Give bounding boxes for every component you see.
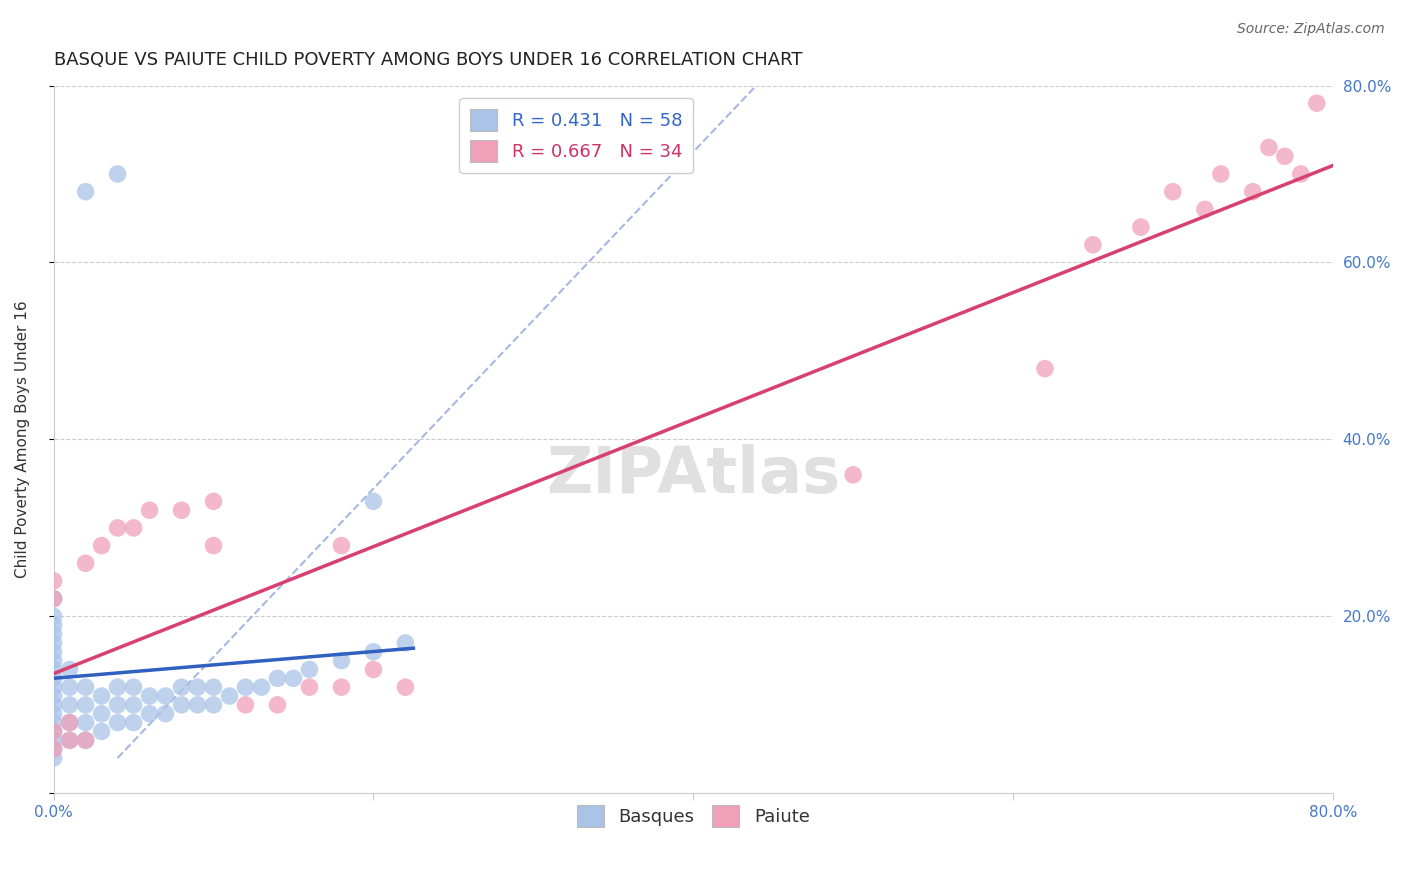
Point: [170, 698, 193, 712]
Point: [170, 680, 193, 694]
Point: [42, 671, 65, 685]
Point: [266, 698, 288, 712]
Point: [42, 591, 65, 606]
Point: [75, 680, 97, 694]
Point: [1081, 237, 1104, 252]
Point: [42, 724, 65, 739]
Point: [170, 503, 193, 517]
Point: [1274, 149, 1296, 163]
Point: [42, 645, 65, 659]
Point: [107, 167, 129, 181]
Point: [186, 680, 208, 694]
Point: [42, 689, 65, 703]
Text: ZIPAtlas: ZIPAtlas: [546, 444, 841, 506]
Point: [1161, 185, 1184, 199]
Point: [330, 654, 353, 668]
Point: [1306, 96, 1329, 111]
Point: [42, 574, 65, 588]
Point: [363, 645, 385, 659]
Point: [90, 539, 112, 553]
Point: [75, 557, 97, 571]
Point: [218, 689, 240, 703]
Point: [363, 494, 385, 508]
Point: [90, 724, 112, 739]
Text: Source: ZipAtlas.com: Source: ZipAtlas.com: [1237, 22, 1385, 37]
Point: [42, 706, 65, 721]
Point: [90, 689, 112, 703]
Point: [1289, 167, 1312, 181]
Point: [202, 680, 225, 694]
Point: [138, 706, 160, 721]
Point: [59, 663, 82, 677]
Point: [42, 609, 65, 624]
Point: [59, 715, 82, 730]
Point: [202, 494, 225, 508]
Point: [842, 467, 865, 482]
Point: [394, 680, 416, 694]
Point: [75, 698, 97, 712]
Point: [298, 663, 321, 677]
Point: [235, 698, 257, 712]
Point: [1241, 185, 1264, 199]
Point: [330, 539, 353, 553]
Point: [75, 733, 97, 747]
Point: [155, 689, 177, 703]
Point: [138, 689, 160, 703]
Point: [202, 539, 225, 553]
Point: [59, 733, 82, 747]
Point: [122, 680, 145, 694]
Point: [59, 698, 82, 712]
Point: [75, 715, 97, 730]
Point: [42, 654, 65, 668]
Point: [107, 715, 129, 730]
Point: [107, 698, 129, 712]
Point: [202, 698, 225, 712]
Point: [42, 591, 65, 606]
Point: [42, 680, 65, 694]
Point: [42, 742, 65, 756]
Point: [283, 671, 305, 685]
Point: [90, 706, 112, 721]
Point: [59, 680, 82, 694]
Point: [42, 698, 65, 712]
Point: [363, 663, 385, 677]
Point: [42, 742, 65, 756]
Point: [42, 636, 65, 650]
Point: [59, 733, 82, 747]
Point: [330, 680, 353, 694]
Point: [186, 698, 208, 712]
Point: [266, 671, 288, 685]
Point: [1194, 202, 1216, 217]
Text: BASQUE VS PAIUTE CHILD POVERTY AMONG BOYS UNDER 16 CORRELATION CHART: BASQUE VS PAIUTE CHILD POVERTY AMONG BOY…: [53, 51, 801, 69]
Point: [42, 733, 65, 747]
Point: [42, 751, 65, 765]
Point: [1033, 361, 1056, 376]
Point: [250, 680, 273, 694]
Point: [1129, 220, 1152, 235]
Point: [75, 185, 97, 199]
Point: [138, 503, 160, 517]
Point: [75, 733, 97, 747]
Point: [298, 680, 321, 694]
Point: [42, 724, 65, 739]
Point: [1209, 167, 1232, 181]
Point: [122, 521, 145, 535]
Point: [42, 618, 65, 632]
Point: [59, 715, 82, 730]
Point: [394, 636, 416, 650]
Point: [107, 680, 129, 694]
Point: [122, 698, 145, 712]
Point: [122, 715, 145, 730]
Point: [42, 715, 65, 730]
Point: [42, 663, 65, 677]
Point: [155, 706, 177, 721]
Point: [42, 627, 65, 641]
Point: [235, 680, 257, 694]
Legend: Basques, Paiute: Basques, Paiute: [569, 797, 817, 834]
Y-axis label: Child Poverty Among Boys Under 16: Child Poverty Among Boys Under 16: [15, 301, 30, 578]
Point: [107, 521, 129, 535]
Point: [1257, 140, 1279, 154]
